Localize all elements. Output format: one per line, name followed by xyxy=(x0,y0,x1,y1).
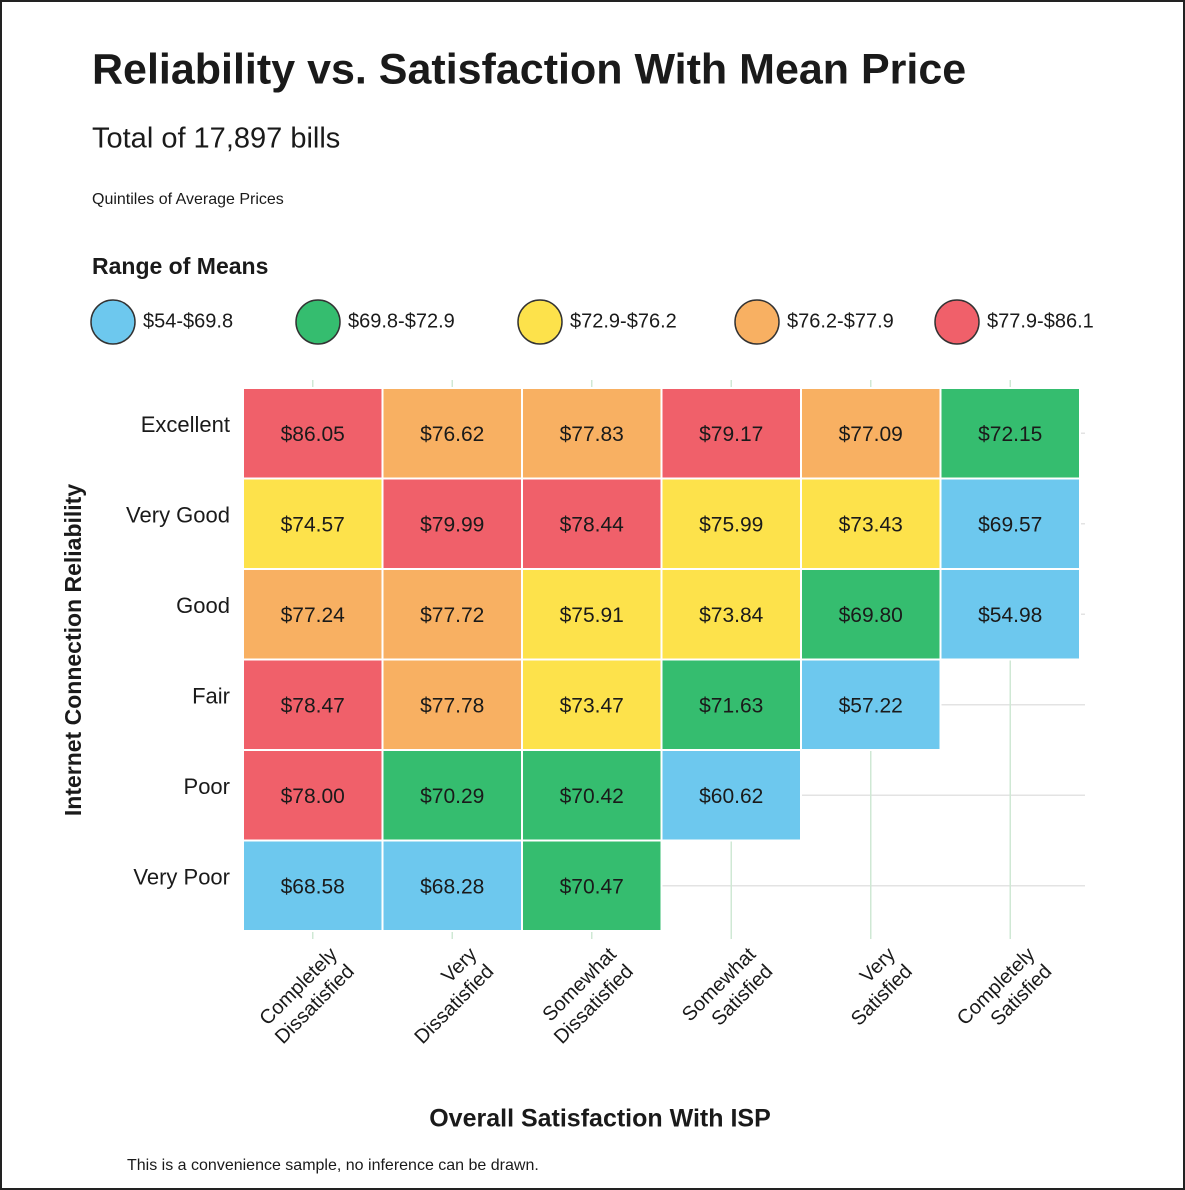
heatmap-cell xyxy=(939,568,1081,661)
cell-label: $69.57 xyxy=(978,513,1042,536)
cell-label: $68.58 xyxy=(281,875,345,898)
cell-label: $79.99 xyxy=(420,513,484,536)
heatmap-cell xyxy=(521,839,663,932)
y-tick-label: Excellent xyxy=(141,412,230,437)
chart-subtitle: Total of 17,897 bills xyxy=(92,123,340,155)
heatmap-cell xyxy=(381,839,523,932)
legend-swatch xyxy=(517,299,563,345)
cell-label: $78.44 xyxy=(560,513,625,536)
chart-note: Quintiles of Average Prices xyxy=(92,191,284,208)
heatmap-cell xyxy=(521,387,663,480)
legend-label: $54-$69.8 xyxy=(143,310,233,332)
heatmap-cell xyxy=(660,749,802,842)
y-tick-label: Poor xyxy=(184,774,230,799)
heatmap-cell xyxy=(521,568,663,661)
heatmap-cell xyxy=(521,749,663,842)
heatmap-cell xyxy=(521,658,663,751)
legend-label: $76.2-$77.9 xyxy=(787,310,894,332)
heatmap-cell xyxy=(381,477,523,570)
heatmap-cell xyxy=(242,658,384,751)
cell-label: $75.99 xyxy=(699,513,763,536)
heatmap-cell xyxy=(521,477,663,570)
y-axis-title: Internet Connection Reliability xyxy=(60,484,86,816)
cell-label: $71.63 xyxy=(699,694,763,717)
footnote: This is a convenience sample, no inferen… xyxy=(127,1157,539,1174)
x-axis-title: Overall Satisfaction With ISP xyxy=(429,1105,771,1133)
y-tick-label: Fair xyxy=(192,683,230,708)
cell-label: $86.05 xyxy=(281,423,345,446)
legend-swatch xyxy=(934,299,980,345)
cell-label: $78.00 xyxy=(281,785,345,808)
cell-label: $76.62 xyxy=(420,423,484,446)
y-tick-label: Very Good xyxy=(126,502,230,527)
cell-label: $68.28 xyxy=(420,875,484,898)
heatmap-cell xyxy=(800,477,942,570)
cell-label: $69.80 xyxy=(839,604,903,627)
cell-label: $75.91 xyxy=(560,604,624,627)
cell-label: $70.47 xyxy=(560,875,624,898)
heatmap-cell xyxy=(800,568,942,661)
legend-swatch xyxy=(295,299,341,345)
cell-label: $78.47 xyxy=(281,694,345,717)
cell-label: $60.62 xyxy=(699,785,763,808)
cell-label: $77.78 xyxy=(420,694,484,717)
y-tick-label: Good xyxy=(176,593,230,618)
heatmap-cell xyxy=(660,568,802,661)
legend-label: $77.9-$86.1 xyxy=(987,310,1094,332)
cell-label: $73.43 xyxy=(839,513,903,536)
cell-label: $54.98 xyxy=(978,604,1042,627)
cell-label: $79.17 xyxy=(699,423,763,446)
cell-label: $57.22 xyxy=(839,694,903,717)
cell-label: $77.24 xyxy=(281,604,346,627)
legend-swatch xyxy=(734,299,780,345)
heatmap-cell xyxy=(800,658,942,751)
cell-label: $70.29 xyxy=(420,785,484,808)
legend-label: $72.9-$76.2 xyxy=(570,310,677,332)
cell-label: $77.72 xyxy=(420,604,484,627)
cell-label: $77.83 xyxy=(560,423,624,446)
legend-title: Range of Means xyxy=(92,253,268,279)
cell-label: $72.15 xyxy=(978,423,1042,446)
heatmap-cell xyxy=(381,387,523,480)
y-tick-label: Very Poor xyxy=(133,864,230,889)
heatmap-cell xyxy=(939,387,1081,480)
heatmap-cell xyxy=(242,839,384,932)
legend-swatch xyxy=(90,299,136,345)
cell-label: $73.84 xyxy=(699,604,764,627)
heatmap-cell xyxy=(242,387,384,480)
cell-label: $73.47 xyxy=(560,694,624,717)
legend-label: $69.8-$72.9 xyxy=(348,310,455,332)
heatmap-cell xyxy=(660,477,802,570)
heatmap-cell xyxy=(381,749,523,842)
cell-label: $70.42 xyxy=(560,785,624,808)
cell-label: $77.09 xyxy=(839,423,903,446)
cell-label: $74.57 xyxy=(281,513,345,536)
chart-title: Reliability vs. Satisfaction With Mean P… xyxy=(92,45,966,93)
